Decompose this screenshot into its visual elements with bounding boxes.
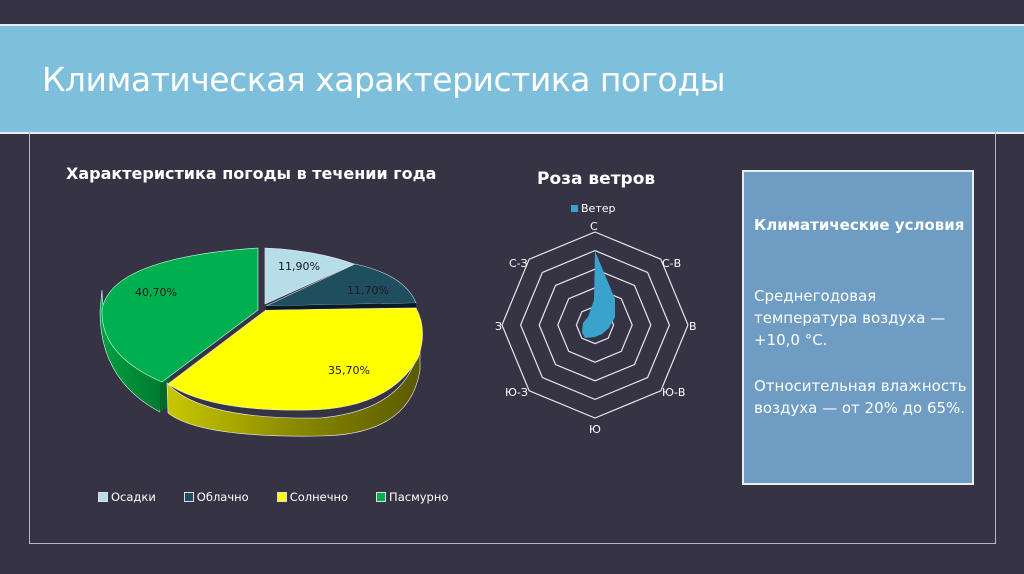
pie-legend: Осадки Облачно Солнечно Пасмурно: [98, 490, 476, 504]
info-temperature: Среднегодовая температура воздуха — +10,…: [754, 287, 946, 349]
pie-label-osadki: 11,90%: [278, 260, 320, 273]
legend-label: Пасмурно: [389, 490, 449, 504]
content-frame: [29, 132, 996, 544]
pie-chart-title: Характеристика погоды в течении года: [66, 164, 437, 183]
rose-label-n: С: [590, 220, 598, 233]
legend-swatch: [276, 492, 287, 502]
pie-label-oblachno: 11,70%: [347, 284, 389, 297]
legend-item-solnechno: Солнечно: [276, 490, 349, 504]
rose-label-nw: С-З: [509, 257, 528, 270]
pie-chart: [99, 247, 423, 437]
climate-info-box: Климатические условия Среднегодовая темп…: [742, 170, 974, 485]
pie-label-pasmurno: 40,70%: [135, 286, 177, 299]
legend-label: Осадки: [111, 490, 156, 504]
legend-item-oblachno: Облачно: [183, 490, 249, 504]
legend-label: Солнечно: [289, 490, 349, 504]
rose-label-se: Ю-В: [662, 386, 686, 399]
legend-item-pasmurno: Пасмурно: [376, 490, 448, 504]
rose-label-e: В: [689, 320, 697, 333]
rose-label-sw: Ю-З: [505, 386, 528, 399]
rose-chart-title: Роза ветров: [537, 169, 656, 189]
title-band: Климатическая характеристика погоды: [0, 24, 1024, 134]
rose-label-ne: С-В: [662, 257, 682, 270]
rose-legend: Ветер: [571, 202, 615, 215]
legend-label: Ветер: [581, 202, 616, 215]
legend-item-osadki: Осадки: [98, 490, 156, 504]
info-humidity: Относительная влажность воздуха — от 20%…: [754, 377, 967, 417]
info-heading: Климатические условия: [754, 216, 965, 234]
legend-swatch: [376, 492, 387, 502]
pie-label-solnechno: 35,70%: [328, 364, 370, 377]
wind-rose-chart: [501, 231, 689, 419]
slide-title: Климатическая характеристика погоды: [42, 60, 726, 99]
legend-swatch: [571, 205, 578, 212]
rose-label-s: Ю: [589, 423, 601, 436]
legend-swatch: [98, 492, 108, 502]
legend-label: Облачно: [196, 490, 249, 504]
rose-label-w: З: [495, 320, 503, 333]
legend-swatch: [183, 492, 194, 502]
